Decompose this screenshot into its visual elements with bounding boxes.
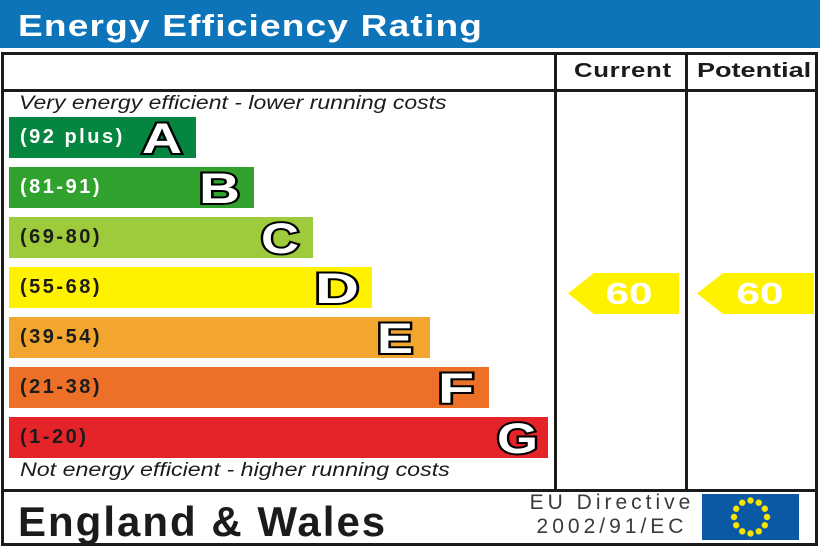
svg-text:60: 60	[737, 276, 784, 311]
svg-text:E: E	[377, 315, 413, 363]
svg-text:60: 60	[606, 276, 653, 311]
svg-text:F: F	[438, 365, 474, 413]
svg-text:D: D	[315, 265, 359, 313]
svg-text:B: B	[199, 165, 240, 213]
svg-text:A: A	[142, 115, 182, 163]
svg-text:C: C	[261, 215, 299, 263]
svg-text:G: G	[497, 415, 538, 463]
